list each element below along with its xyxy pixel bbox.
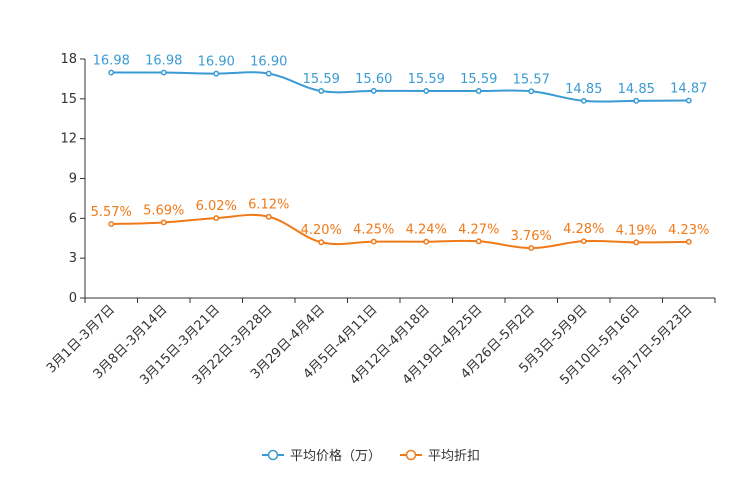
data-point xyxy=(580,97,587,104)
data-label: 5.69% xyxy=(143,203,184,218)
data-point xyxy=(213,215,220,222)
data-point xyxy=(423,238,430,245)
data-point xyxy=(633,97,640,104)
data-point xyxy=(528,245,535,252)
data-label: 16.90 xyxy=(250,55,287,70)
data-point xyxy=(633,239,640,246)
y-tick-label: 12 xyxy=(60,132,77,147)
data-point xyxy=(213,70,220,77)
legend-label: 平均价格（万） xyxy=(290,448,381,464)
data-point xyxy=(685,238,692,245)
data-label: 16.90 xyxy=(198,55,235,70)
data-point xyxy=(580,238,587,245)
data-label: 4.25% xyxy=(353,223,394,238)
legend-marker-icon xyxy=(267,449,279,461)
legend-item-average-discount[interactable]: 平均折扣 xyxy=(400,449,480,464)
data-point xyxy=(265,70,272,77)
series-average-discount: 5.57% 5.69% 6.02% 6.12% 4.20% 4.25% 4.24% 4.27%… xyxy=(91,198,709,252)
data-label: 14.87 xyxy=(670,82,707,97)
data-label: 4.28% xyxy=(563,222,604,237)
chart-axes: 03691215183月1日-3月7日3月8日-3月14日3月15日-3月21日… xyxy=(44,52,716,388)
data-point xyxy=(370,238,377,245)
data-point xyxy=(475,238,482,245)
data-label: 6.02% xyxy=(196,199,237,214)
data-label: 3.76% xyxy=(511,229,552,244)
data-label: 14.85 xyxy=(565,82,602,97)
y-tick-label: 0 xyxy=(69,291,77,306)
chart-series: 16.98 16.98 16.90 16.90 15.59 15.60 15.59 15.59… xyxy=(91,54,709,252)
data-label: 15.59 xyxy=(408,72,445,87)
data-point xyxy=(108,69,115,76)
data-point xyxy=(160,219,167,226)
data-label: 16.98 xyxy=(145,54,182,69)
data-label: 15.59 xyxy=(460,72,497,87)
data-label: 16.98 xyxy=(93,54,130,69)
data-label: 6.12% xyxy=(248,198,289,213)
y-tick-label: 6 xyxy=(69,211,77,226)
data-label: 4.27% xyxy=(458,222,499,237)
legend-item-average-price[interactable]: 平均价格（万） xyxy=(262,448,381,464)
y-tick-label: 9 xyxy=(69,172,77,187)
chart-legend[interactable]: 平均价格（万） 平均折扣 xyxy=(262,448,480,464)
data-label: 4.19% xyxy=(616,223,657,238)
data-label: 15.57 xyxy=(513,72,550,87)
legend-marker-icon xyxy=(405,449,417,461)
data-point xyxy=(685,97,692,104)
data-point xyxy=(318,239,325,246)
data-point xyxy=(475,88,482,94)
data-label: 4.24% xyxy=(406,223,447,238)
legend-label: 平均折扣 xyxy=(428,449,480,464)
data-label: 15.59 xyxy=(303,72,340,87)
data-label: 4.20% xyxy=(301,223,342,238)
data-label: 5.57% xyxy=(91,205,132,220)
y-tick-label: 15 xyxy=(60,92,77,107)
data-point xyxy=(160,69,167,76)
data-point xyxy=(370,87,377,94)
data-point xyxy=(423,88,430,94)
series-line xyxy=(111,71,689,103)
data-point xyxy=(108,221,115,227)
data-point xyxy=(265,213,272,220)
data-point xyxy=(318,88,325,94)
data-label: 4.23% xyxy=(668,223,709,238)
y-tick-label: 18 xyxy=(60,52,77,67)
series-line xyxy=(111,213,689,250)
data-point xyxy=(528,88,535,95)
y-tick-label: 3 xyxy=(69,251,77,266)
data-label: 14.85 xyxy=(618,82,655,97)
series-average-price: 16.98 16.98 16.90 16.90 15.59 15.60 15.59 15.59… xyxy=(93,54,707,104)
data-label: 15.60 xyxy=(355,72,392,87)
